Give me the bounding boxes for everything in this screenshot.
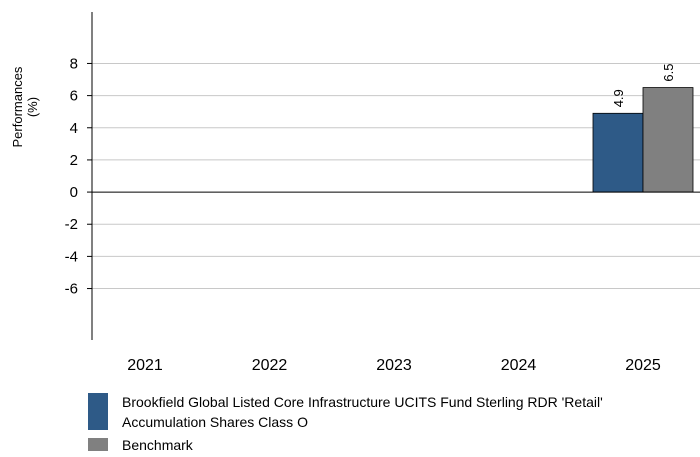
bar-benchmark-2025 <box>642 87 694 193</box>
performance-chart: 8 6 4 2 0 -2 -4 -6 Performances(%) 2021 2022 2023 20… <box>10 12 700 374</box>
axes <box>87 12 700 340</box>
grid-lines <box>92 62 700 290</box>
y-tick-label: -6 <box>65 281 78 298</box>
x-tick-label: 2024 <box>501 357 537 374</box>
y-tick-label: 2 <box>70 152 78 169</box>
legend-label-benchmark: Benchmark <box>122 437 193 453</box>
y-tick-label: 8 <box>70 55 78 72</box>
data-label-fund: 4.9 <box>611 89 626 107</box>
x-tick-label: 2023 <box>376 357 412 374</box>
y-tick-label: -4 <box>65 248 78 265</box>
legend-item-fund: Brookfield Global Listed Core Infrastruc… <box>88 392 688 432</box>
x-tick-label: 2022 <box>252 357 288 374</box>
y-axis-label: Performances(%) <box>10 66 40 147</box>
x-tick-label: 2025 <box>625 357 661 374</box>
legend-item-benchmark: Benchmark <box>88 435 688 455</box>
bars <box>592 87 694 193</box>
y-tick-label: 6 <box>70 88 78 105</box>
legend-swatch-benchmark <box>88 438 108 451</box>
labels: 8 6 4 2 0 -2 -4 -6 Performances(%) 2021 2022 2023 20… <box>10 55 676 374</box>
bar-fund-2025 <box>592 112 644 193</box>
legend-swatch-fund <box>88 393 108 430</box>
data-label-benchmark: 6.5 <box>661 63 676 81</box>
x-tick-label: 2021 <box>127 357 163 374</box>
y-tick-label: 0 <box>70 184 78 201</box>
y-tick-label: -2 <box>65 216 78 233</box>
y-tick-label: 4 <box>70 120 78 137</box>
legend-label-fund: Brookfield Global Listed Core Infrastruc… <box>122 394 603 430</box>
legend: Brookfield Global Listed Core Infrastruc… <box>88 392 688 457</box>
